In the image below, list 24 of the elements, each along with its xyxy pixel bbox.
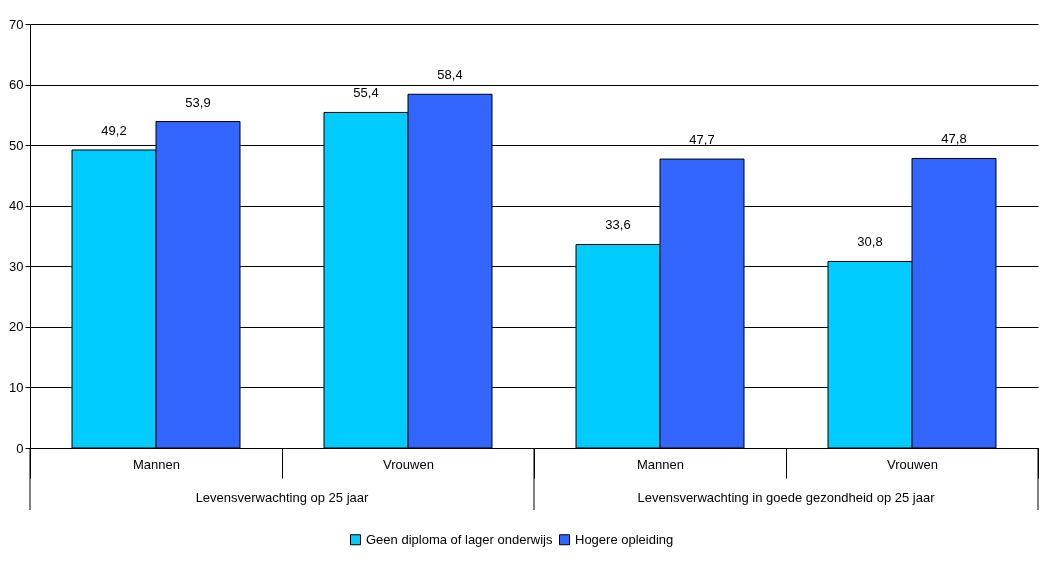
data-label: 30,8: [857, 234, 883, 250]
y-tick-label: 0: [16, 440, 24, 456]
y-tick-label: 60: [9, 77, 24, 93]
x-tick-label: Mannen: [637, 456, 684, 472]
legend-label: Hogere opleiding: [575, 531, 674, 547]
data-label: 47,7: [689, 132, 715, 148]
data-label: 49,2: [101, 122, 127, 138]
x-tick-label: Mannen: [133, 456, 180, 472]
data-label: 53,9: [185, 94, 211, 110]
y-tick-label: 40: [9, 198, 24, 214]
data-label: 58,4: [437, 67, 463, 83]
data-label: 47,8: [941, 131, 967, 147]
x-tick-label: Vrouwen: [887, 456, 938, 472]
y-tick-label: 10: [9, 379, 24, 395]
legend-label: Geen diploma of lager onderwijs: [366, 531, 553, 547]
data-label: 55,4: [353, 85, 379, 101]
data-label: 33,6: [605, 217, 631, 233]
y-tick-label: 70: [9, 16, 24, 32]
text: Levensverwachting in goede gezondheid op 25 jaar: [637, 490, 936, 505]
y-tick-label: 20: [9, 319, 24, 335]
y-tick-label: 30: [9, 258, 24, 274]
x-tick-label: Vrouwen: [383, 456, 434, 472]
y-tick-label: 50: [9, 137, 24, 153]
text: Levensverwachting op 25 jaar: [195, 490, 370, 505]
